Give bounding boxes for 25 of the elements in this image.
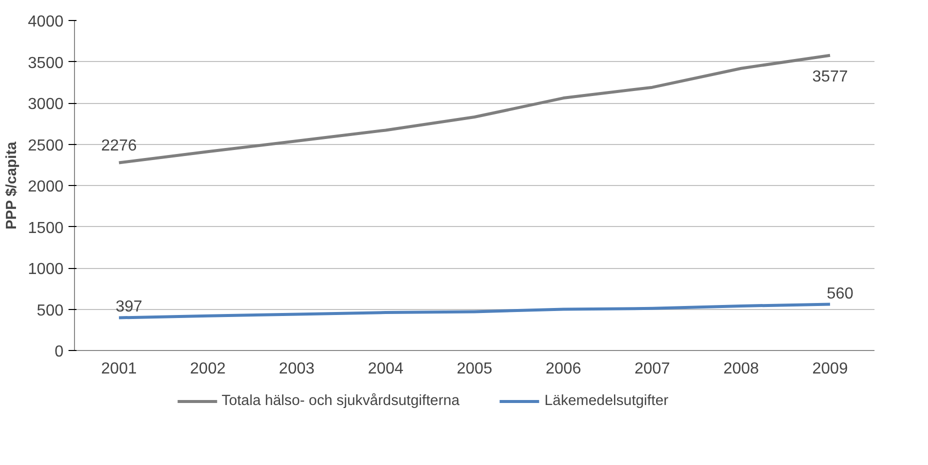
y-tick-label: 1000 [28,261,64,278]
x-tick-label: 2005 [456,360,492,378]
y-tick-label: 3000 [28,96,64,113]
data-label: 2276 [101,138,137,155]
x-tick-label: 2008 [723,360,760,378]
y-tick-label: 2500 [28,137,64,154]
x-tick-label: 2007 [634,360,670,378]
x-tick-label: 2006 [546,360,582,378]
data-label: 397 [116,298,142,316]
legend-label: Totala hälso- och sjukvårdsutgifterna [222,393,460,409]
y-tick-label: 0 [54,344,64,360]
data-label: 3577 [812,68,848,86]
y-tick-label: 2000 [28,178,64,196]
legend-label: Läkemedelsutgifter [544,393,668,409]
x-tick-label: 2001 [101,360,137,378]
y-tick-label: 1500 [28,220,64,237]
y-tick-label: 4000 [28,14,64,30]
x-tick-label: 2009 [812,360,848,378]
y-tick-label: 500 [36,302,64,320]
x-tick-label: 2002 [190,360,226,378]
y-tick-label: 3500 [28,54,64,72]
x-tick-label: 2004 [368,360,404,378]
data-label: 560 [826,285,854,302]
x-tick-label: 2003 [278,360,315,378]
y-axis-title: PPP $/capita [4,140,20,230]
